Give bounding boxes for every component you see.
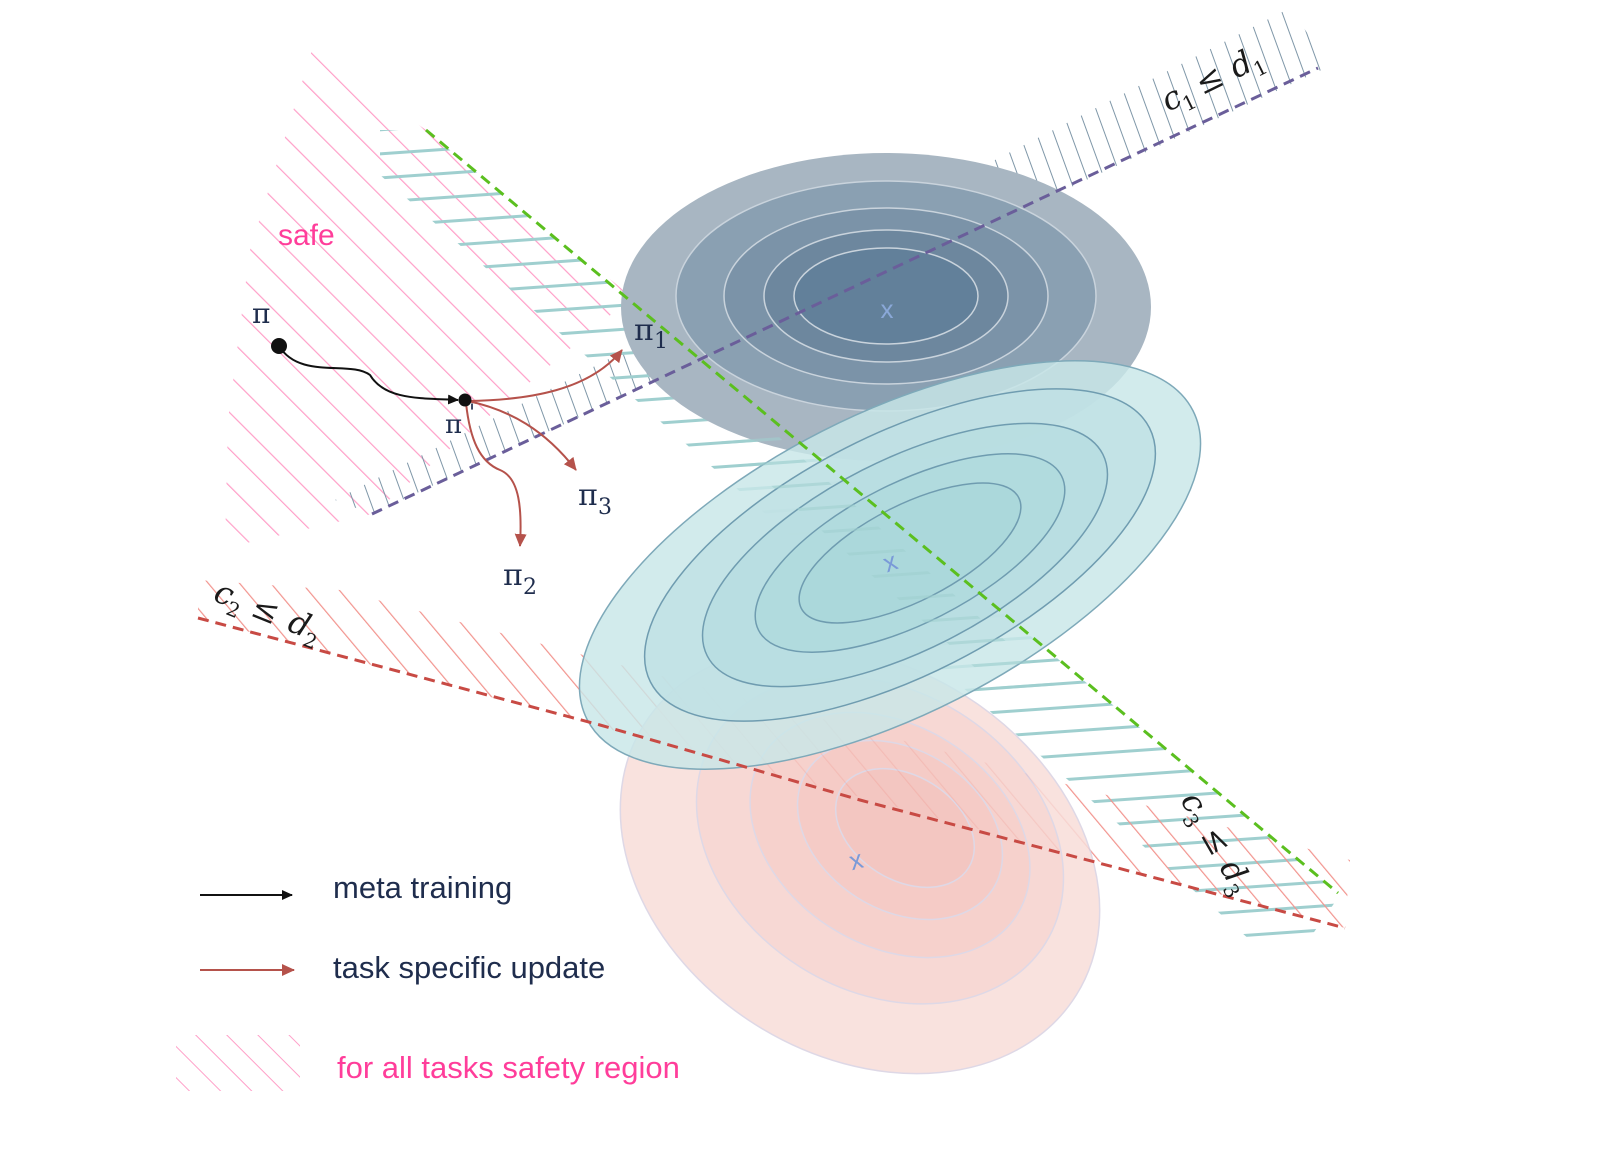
safe-label: safe	[278, 219, 335, 252]
label-pi-prime-mark: '	[469, 401, 475, 426]
constraint-label-c2: c 2 ≤ d 2	[209, 572, 321, 654]
label-pi3-sub: 3	[598, 495, 612, 520]
update-arrow-pi3	[467, 400, 577, 471]
legend-safety-label: for all tasks safety region	[337, 1050, 680, 1085]
label-pi1: π	[634, 313, 654, 348]
meta-training-arrow	[278, 345, 459, 405]
policy-pi-prime-point	[458, 393, 472, 407]
label-pi1-sub: 1	[654, 329, 668, 354]
safe-region	[225, 50, 632, 548]
c3-boundary-line	[425, 128, 1339, 895]
update-arrow-pi1	[467, 349, 623, 402]
update-arrow-pi2	[465, 402, 527, 547]
policy-pi-point	[271, 338, 287, 354]
label-pi2-sub: 2	[523, 575, 537, 600]
legend-meta-label: meta training	[333, 870, 512, 905]
label-pi3: π	[578, 478, 598, 513]
legend: meta training task specific update for a…	[176, 870, 680, 1091]
legend-task-label: task specific update	[333, 950, 605, 985]
label-pi-prime: π	[445, 410, 462, 440]
c1-boundary-line	[371, 66, 1319, 516]
label-pi: π	[252, 297, 270, 330]
legend-safety-swatch	[176, 1035, 300, 1091]
c2-boundary-line	[197, 616, 1346, 930]
c3-hatch-overlay	[720, 420, 1060, 690]
task1-optimum-marker: x	[881, 294, 894, 324]
label-pi2: π	[503, 558, 523, 593]
